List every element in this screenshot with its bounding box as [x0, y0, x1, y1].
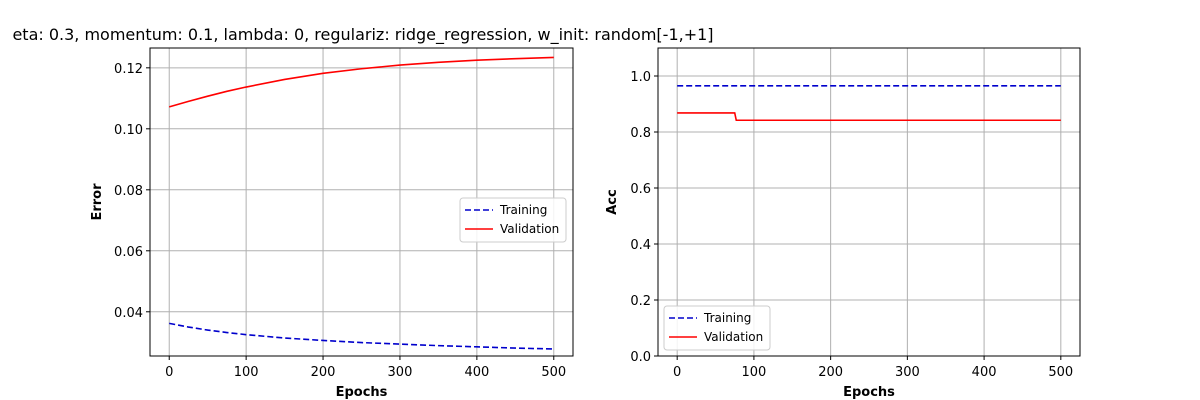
series-line-validation: [677, 112, 1061, 122]
error-plot: 0 100 200 300 400 500 0.04 0.06 0.08 0.10 0.12 Epoc…: [90, 47, 574, 400]
y-tick-label: 0.0: [630, 350, 651, 365]
x-tick-label: 300: [388, 365, 413, 380]
y-tick-label: 0.12: [114, 62, 143, 77]
x-tick-label: 200: [818, 365, 843, 380]
accuracy-plot: 0 100 200 300 400 500 0.0 0.2 0.4 0.6 0.8 1.0 Epochs…: [605, 47, 1081, 400]
legend-label-training: Training: [499, 203, 547, 217]
x-axis-label: Epochs: [843, 385, 895, 400]
x-axis-label: Epochs: [336, 385, 388, 400]
y-tick-label: 1.0: [630, 70, 651, 85]
y-tick-label: 0.8: [630, 126, 651, 141]
y-tick-label: 0.06: [114, 245, 143, 260]
y-tick-label: 0.08: [114, 184, 143, 199]
y-axis-label: Acc: [605, 189, 620, 214]
legend-box: [663, 305, 771, 351]
y-tick-label: 0.4: [630, 238, 651, 253]
axes-frame: [657, 47, 1081, 357]
legend-label-validation: Validation: [704, 330, 763, 344]
x-tick-label: 100: [741, 365, 766, 380]
legend-label-training: Training: [703, 311, 751, 325]
x-tick-label: 500: [541, 365, 566, 380]
x-tick-label: 300: [895, 365, 920, 380]
axes-frame: [149, 47, 574, 357]
y-tick-label: 0.6: [630, 182, 651, 197]
y-axis-label: Error: [90, 183, 105, 221]
x-tick-label: 200: [311, 365, 336, 380]
legend: Training Validation: [459, 197, 567, 243]
legend-box: [459, 197, 567, 243]
x-tick-label: 400: [464, 365, 489, 380]
series-line-validation: [169, 56, 554, 108]
x-tick-label: 100: [234, 365, 259, 380]
figure-title: eta: 0.3, momentum: 0.1, lambda: 0, regu…: [12, 25, 713, 45]
legend-label-validation: Validation: [500, 222, 559, 236]
y-tick-label: 0.2: [630, 294, 651, 309]
x-tick-label: 400: [972, 365, 997, 380]
x-tick-label: 0: [673, 365, 681, 380]
y-tick-label: 0.04: [114, 306, 143, 321]
legend: Training Validation: [663, 305, 771, 351]
x-tick-label: 500: [1048, 365, 1073, 380]
x-tick-label: 0: [165, 365, 173, 380]
series-line-training: [169, 322, 554, 350]
y-tick-label: 0.10: [114, 123, 143, 138]
